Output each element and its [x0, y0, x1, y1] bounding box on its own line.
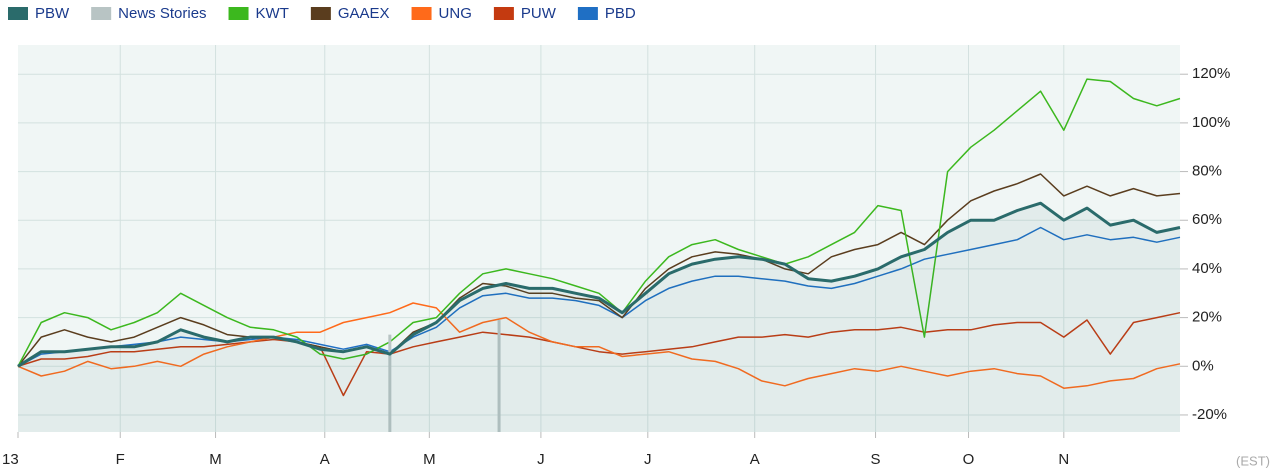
x-tick-label: J [644, 451, 652, 468]
legend-swatch [228, 7, 249, 20]
news-bar [497, 320, 501, 432]
series-line [17, 173, 1181, 367]
legend-label: PUW [521, 5, 557, 22]
x-tick-label: A [320, 451, 330, 468]
legend-swatch [8, 7, 28, 20]
x-tick-label: M [423, 451, 436, 468]
y-tick-label: 0% [1192, 357, 1214, 374]
x-tick-label: M [209, 451, 222, 468]
legend-swatch [411, 7, 432, 20]
legend-swatch [493, 7, 514, 20]
timezone-label: (EST) [1236, 453, 1270, 468]
news-bar [388, 334, 392, 432]
legend-label: KWT [256, 5, 289, 22]
y-tick-label: 120% [1192, 65, 1230, 82]
area [18, 203, 1180, 432]
legend-swatch [310, 7, 331, 20]
series-line [17, 302, 1181, 389]
x-tick-label: N [1058, 451, 1069, 468]
legend-label: PBW [35, 5, 70, 22]
legend-swatch [91, 7, 112, 20]
x-tick-label: S [871, 451, 881, 468]
x-tick-label: O [963, 451, 975, 468]
legend-label: News Stories [118, 5, 206, 22]
legend-swatch [577, 7, 598, 20]
series-line [17, 226, 1181, 367]
x-tick-label: A [750, 451, 760, 468]
y-tick-label: 80% [1192, 163, 1222, 180]
y-tick-label: 100% [1192, 114, 1230, 131]
plot-background [18, 45, 1180, 432]
legend-label: UNG [439, 5, 472, 22]
y-tick-label: -20% [1192, 406, 1227, 423]
legend-label: PBD [605, 5, 636, 22]
series-line [17, 201, 1181, 368]
x-tick-label: J [537, 451, 545, 468]
y-tick-label: 20% [1192, 309, 1222, 326]
series-line [17, 311, 1181, 397]
legend-label: GAAEX [338, 5, 390, 22]
legend: PBW News Stories KWT GAAEX UNG PUW PBD [8, 5, 636, 22]
y-tick-label: 40% [1192, 260, 1222, 277]
series-line [17, 78, 1181, 367]
x-tick-label: 13 [2, 451, 19, 468]
y-tick-label: 60% [1192, 211, 1222, 228]
x-tick-label: F [116, 451, 125, 468]
